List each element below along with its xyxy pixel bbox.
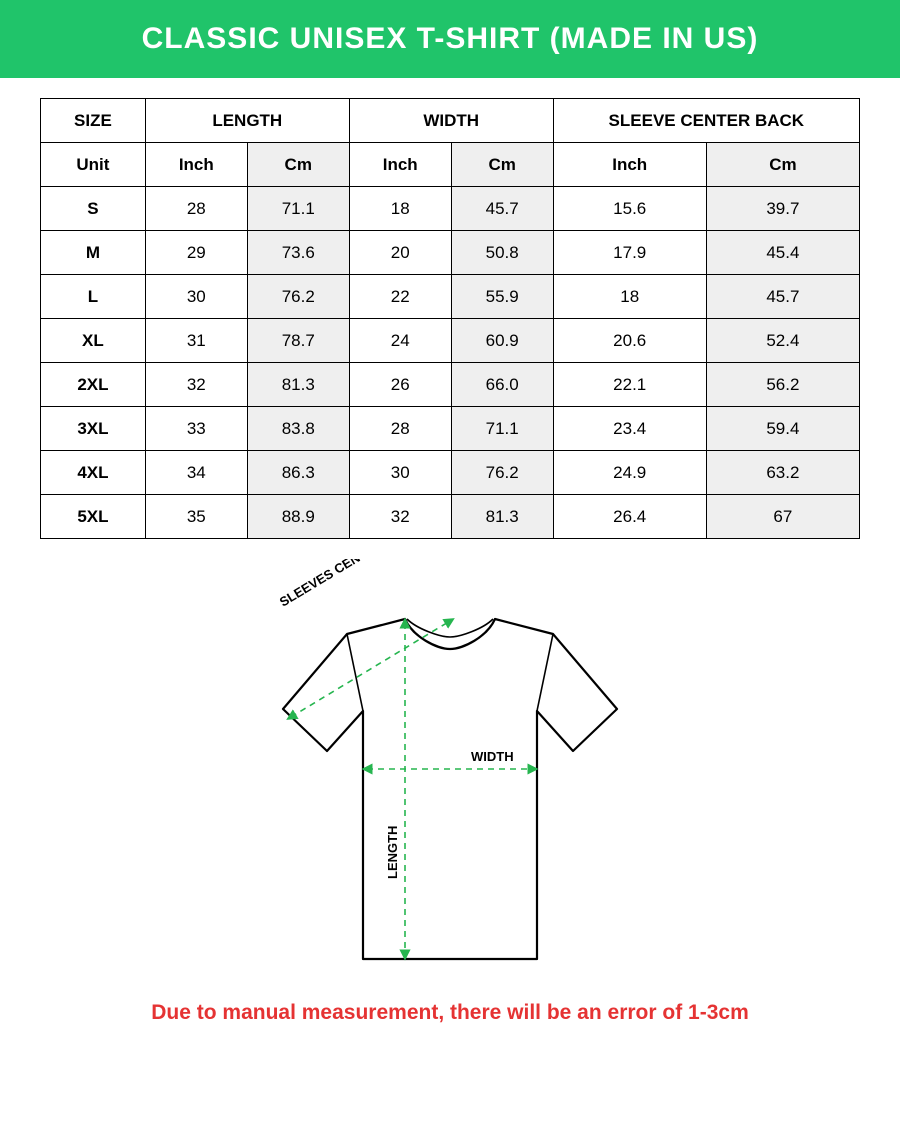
data-cell: 78.7 <box>247 319 349 363</box>
header-title: CLASSIC UNISEX T-SHIRT (MADE IN US) <box>142 22 759 55</box>
data-cell: 39.7 <box>706 187 859 231</box>
table-row: M2973.62050.817.945.4 <box>41 231 860 275</box>
data-cell: 52.4 <box>706 319 859 363</box>
data-cell: 71.1 <box>247 187 349 231</box>
size-table-unit-row: Unit Inch Cm Inch Cm Inch Cm <box>41 143 860 187</box>
svg-text:LENGTH: LENGTH <box>385 826 400 879</box>
data-cell: 15.6 <box>553 187 706 231</box>
data-cell: 88.9 <box>247 495 349 539</box>
col-size-header: SIZE <box>41 99 146 143</box>
data-cell: 18 <box>349 187 451 231</box>
table-row: 5XL3588.93281.326.467 <box>41 495 860 539</box>
data-cell: 81.3 <box>451 495 553 539</box>
data-cell: 24.9 <box>553 451 706 495</box>
data-cell: 24 <box>349 319 451 363</box>
data-cell: 23.4 <box>553 407 706 451</box>
table-row: S2871.11845.715.639.7 <box>41 187 860 231</box>
data-cell: 22.1 <box>553 363 706 407</box>
tshirt-diagram-container: WIDTH LENGTH SLEEVES CENTER BACK <box>0 549 900 989</box>
data-cell: 32 <box>145 363 247 407</box>
data-cell: 29 <box>145 231 247 275</box>
size-cell: L <box>41 275 146 319</box>
data-cell: 71.1 <box>451 407 553 451</box>
size-cell: 2XL <box>41 363 146 407</box>
data-cell: 81.3 <box>247 363 349 407</box>
size-cell: S <box>41 187 146 231</box>
size-table-header-row-1: SIZE LENGTH WIDTH SLEEVE CENTER BACK <box>41 99 860 143</box>
size-table-container: SIZE LENGTH WIDTH SLEEVE CENTER BACK Uni… <box>0 78 900 549</box>
size-cell: XL <box>41 319 146 363</box>
data-cell: 34 <box>145 451 247 495</box>
data-cell: 35 <box>145 495 247 539</box>
col-length-header: LENGTH <box>145 99 349 143</box>
data-cell: 26 <box>349 363 451 407</box>
data-cell: 30 <box>349 451 451 495</box>
table-row: 3XL3383.82871.123.459.4 <box>41 407 860 451</box>
unit-cell: Inch <box>145 143 247 187</box>
data-cell: 31 <box>145 319 247 363</box>
data-cell: 26.4 <box>553 495 706 539</box>
data-cell: 20.6 <box>553 319 706 363</box>
unit-cell: Cm <box>247 143 349 187</box>
data-cell: 50.8 <box>451 231 553 275</box>
data-cell: 55.9 <box>451 275 553 319</box>
data-cell: 30 <box>145 275 247 319</box>
unit-cell: Inch <box>349 143 451 187</box>
data-cell: 73.6 <box>247 231 349 275</box>
size-table-body: S2871.11845.715.639.7M2973.62050.817.945… <box>41 187 860 539</box>
data-cell: 59.4 <box>706 407 859 451</box>
data-cell: 28 <box>349 407 451 451</box>
data-cell: 22 <box>349 275 451 319</box>
size-table: SIZE LENGTH WIDTH SLEEVE CENTER BACK Uni… <box>40 98 860 539</box>
col-sleeve-header: SLEEVE CENTER BACK <box>553 99 859 143</box>
unit-cell: Cm <box>706 143 859 187</box>
tshirt-diagram: WIDTH LENGTH SLEEVES CENTER BACK <box>235 559 665 989</box>
col-width-header: WIDTH <box>349 99 553 143</box>
page-header: CLASSIC UNISEX T-SHIRT (MADE IN US) <box>0 0 900 78</box>
data-cell: 83.8 <box>247 407 349 451</box>
data-cell: 66.0 <box>451 363 553 407</box>
svg-text:WIDTH: WIDTH <box>471 749 514 764</box>
data-cell: 60.9 <box>451 319 553 363</box>
data-cell: 18 <box>553 275 706 319</box>
disclaimer: Due to manual measurement, there will be… <box>0 989 900 1025</box>
data-cell: 76.2 <box>451 451 553 495</box>
data-cell: 32 <box>349 495 451 539</box>
data-cell: 45.4 <box>706 231 859 275</box>
unit-cell: Cm <box>451 143 553 187</box>
data-cell: 17.9 <box>553 231 706 275</box>
size-cell: M <box>41 231 146 275</box>
data-cell: 20 <box>349 231 451 275</box>
data-cell: 28 <box>145 187 247 231</box>
size-cell: 3XL <box>41 407 146 451</box>
data-cell: 45.7 <box>706 275 859 319</box>
size-table-head: SIZE LENGTH WIDTH SLEEVE CENTER BACK Uni… <box>41 99 860 187</box>
size-cell: 5XL <box>41 495 146 539</box>
table-row: L3076.22255.91845.7 <box>41 275 860 319</box>
unit-cell: Inch <box>553 143 706 187</box>
table-row: XL3178.72460.920.652.4 <box>41 319 860 363</box>
data-cell: 63.2 <box>706 451 859 495</box>
size-cell: 4XL <box>41 451 146 495</box>
data-cell: 45.7 <box>451 187 553 231</box>
svg-text:SLEEVES CENTER BACK: SLEEVES CENTER BACK <box>277 559 421 610</box>
data-cell: 33 <box>145 407 247 451</box>
data-cell: 56.2 <box>706 363 859 407</box>
table-row: 2XL3281.32666.022.156.2 <box>41 363 860 407</box>
unit-label: Unit <box>41 143 146 187</box>
data-cell: 67 <box>706 495 859 539</box>
data-cell: 86.3 <box>247 451 349 495</box>
data-cell: 76.2 <box>247 275 349 319</box>
table-row: 4XL3486.33076.224.963.2 <box>41 451 860 495</box>
disclaimer-text: Due to manual measurement, there will be… <box>151 1001 749 1024</box>
